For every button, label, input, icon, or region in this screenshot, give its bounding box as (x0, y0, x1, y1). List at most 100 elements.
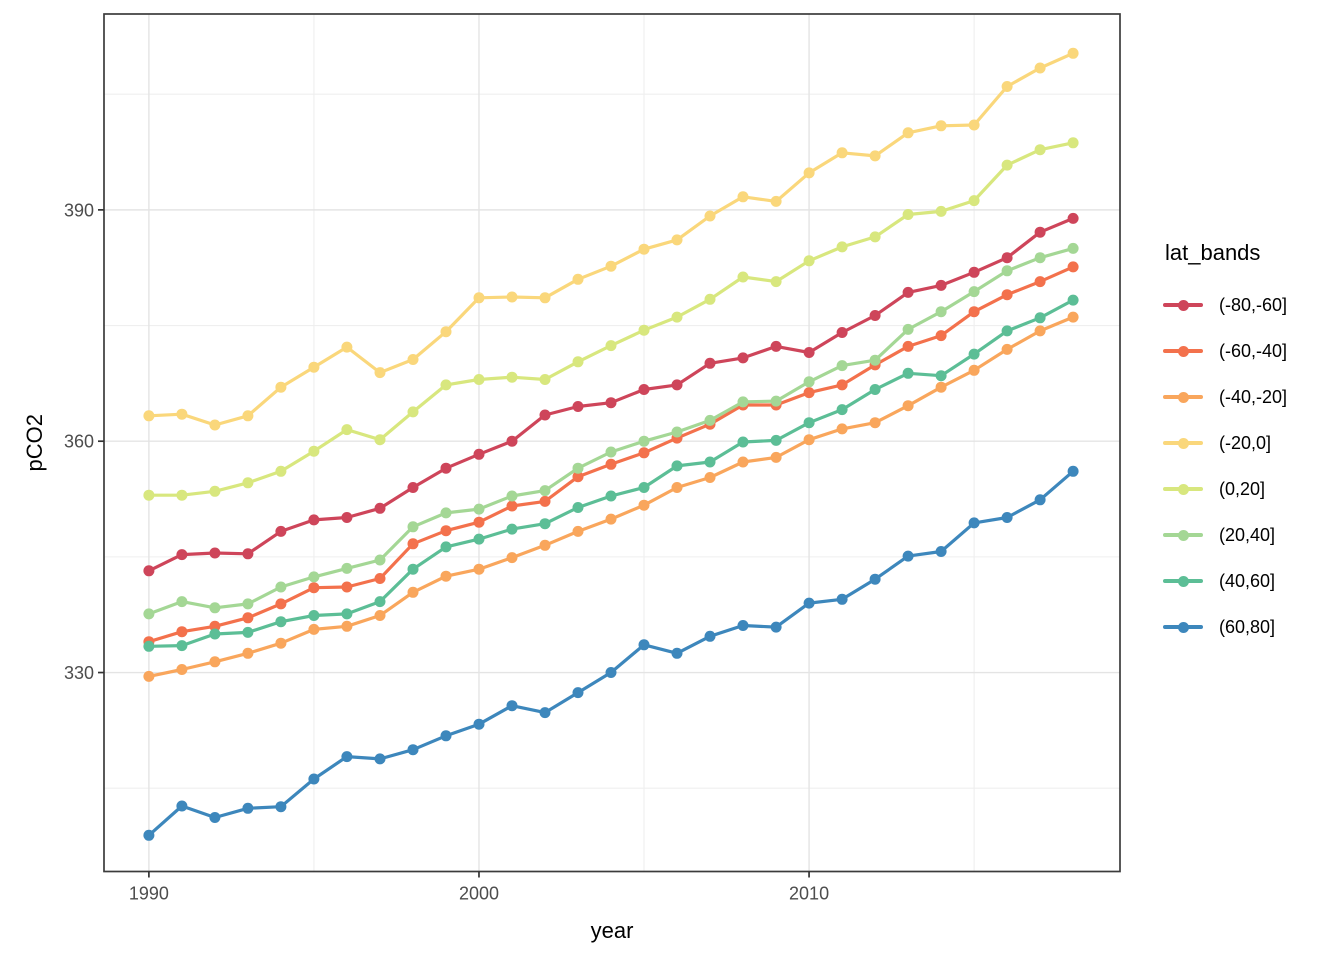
data-point (737, 620, 749, 631)
data-point (506, 523, 518, 535)
legend-item: (-40,-20] (1163, 385, 1341, 409)
data-point (935, 330, 947, 342)
series-2040 (143, 242, 1079, 620)
data-point (1067, 294, 1079, 306)
data-point (275, 465, 287, 477)
data-point (440, 326, 452, 338)
data-point (803, 347, 815, 358)
data-point (242, 647, 254, 659)
data-point (209, 419, 221, 431)
legend-item-label: (60,80] (1219, 616, 1276, 637)
data-point (176, 489, 188, 501)
data-point (1001, 159, 1013, 171)
data-point (836, 593, 848, 605)
legend-title: lat_bands (1165, 240, 1261, 265)
data-point (539, 518, 551, 530)
data-point (209, 547, 221, 559)
data-point (605, 667, 617, 678)
data-point (902, 127, 914, 139)
data-point (737, 352, 749, 364)
data-point (704, 357, 716, 369)
legend-item-label: (40,60] (1219, 570, 1276, 591)
y-axis-title: pCO2 (22, 414, 47, 471)
data-point (836, 327, 848, 338)
data-point (836, 147, 848, 159)
data-point (902, 400, 914, 412)
data-point (935, 306, 947, 318)
data-point (242, 626, 254, 638)
data-point (473, 718, 485, 730)
data-point (1034, 494, 1046, 506)
data-point (1034, 144, 1046, 156)
data-point (869, 417, 881, 429)
data-point (209, 628, 221, 640)
series--60-40 (143, 261, 1079, 648)
data-point (506, 291, 518, 303)
data-point (341, 562, 353, 574)
legend-item-label: (-60,-40] (1219, 340, 1288, 361)
legend-key-swatch (1163, 431, 1203, 455)
legend-rows: (-80,-60] (-60,-40] (-40,-20] (-20,0] (0,20]… (1163, 293, 1341, 639)
data-point (242, 410, 254, 422)
data-point (671, 460, 683, 472)
data-point (638, 639, 650, 651)
data-point (770, 340, 782, 352)
data-point (605, 340, 617, 352)
data-point (770, 621, 782, 633)
legend-key-point (1177, 621, 1189, 633)
data-point (407, 586, 419, 598)
data-point (737, 191, 749, 203)
data-point (176, 664, 188, 675)
data-point (1067, 212, 1079, 224)
data-point (341, 608, 353, 620)
data-point (308, 514, 320, 526)
data-point (341, 512, 353, 523)
data-point (143, 410, 155, 422)
data-point (704, 414, 716, 426)
data-point (539, 409, 551, 421)
data-point (407, 354, 419, 365)
data-point (407, 744, 419, 756)
data-point (935, 120, 947, 132)
data-point (671, 426, 683, 438)
data-point (605, 260, 617, 272)
data-point (968, 266, 980, 278)
series--40-20 (143, 311, 1079, 682)
data-point (1001, 325, 1013, 337)
data-point (176, 596, 188, 608)
legend-key-point (1177, 345, 1189, 357)
x-tick-label: 1990 (129, 884, 169, 904)
data-point (1067, 242, 1079, 254)
data-point (1034, 325, 1046, 337)
data-point (935, 370, 947, 382)
data-point (440, 730, 452, 742)
data-point (869, 384, 881, 395)
data-point (572, 687, 584, 699)
data-point (803, 434, 815, 446)
legend-key-point (1177, 299, 1189, 311)
legend-item: (-20,0] (1163, 431, 1341, 455)
legend-item-label: (-40,-20] (1219, 386, 1288, 407)
panel-background (104, 14, 1120, 872)
data-point (638, 499, 650, 511)
y-tick-label: 390 (64, 200, 94, 220)
legend-key-point (1177, 437, 1189, 449)
data-point (275, 381, 287, 393)
data-point (1034, 276, 1046, 288)
data-point (407, 521, 419, 533)
data-point (902, 323, 914, 335)
data-point (1067, 137, 1079, 149)
data-point (374, 554, 386, 566)
data-point (638, 243, 650, 255)
data-point (770, 195, 782, 207)
data-point (374, 753, 386, 765)
data-point (968, 348, 980, 360)
data-point (275, 637, 287, 649)
panel-border (103, 13, 1121, 873)
data-point (440, 541, 452, 553)
legend: lat_bands (-80,-60] (-60,-40] (-40,-20] (-2… (1163, 240, 1341, 639)
data-point (374, 502, 386, 514)
series-4060 (143, 294, 1079, 652)
data-point (605, 490, 617, 502)
